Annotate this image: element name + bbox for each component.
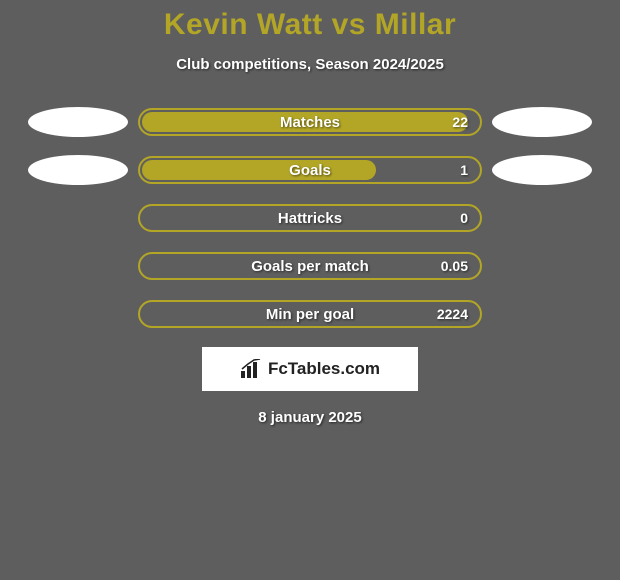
logo-content: FcTables.com xyxy=(240,359,380,379)
stat-row-min-per-goal: Min per goal 2224 xyxy=(0,299,620,329)
side-spacer xyxy=(28,251,128,281)
subtitle: Club competitions, Season 2024/2025 xyxy=(0,56,620,73)
bar-goals-per-match: Goals per match 0.05 xyxy=(138,252,482,280)
stat-row-goals-per-match: Goals per match 0.05 xyxy=(0,251,620,281)
bar-value: 0 xyxy=(460,206,468,230)
right-ellipse-2 xyxy=(492,155,592,185)
date-text: 8 january 2025 xyxy=(0,409,620,426)
bar-hattricks: Hattricks 0 xyxy=(138,204,482,232)
bar-label: Goals xyxy=(140,158,480,182)
logo-text: FcTables.com xyxy=(268,359,380,379)
bar-label: Goals per match xyxy=(140,254,480,278)
stat-row-hattricks: Hattricks 0 xyxy=(0,203,620,233)
side-spacer xyxy=(492,203,592,233)
stat-row-matches: Matches 22 xyxy=(0,107,620,137)
bar-label: Matches xyxy=(140,110,480,134)
comparison-card: Kevin Watt vs Millar Club competitions, … xyxy=(0,0,620,580)
bar-label: Min per goal xyxy=(140,302,480,326)
right-ellipse-1 xyxy=(492,107,592,137)
bar-value: 2224 xyxy=(437,302,468,326)
bar-goals: Goals 1 xyxy=(138,156,482,184)
left-ellipse-2 xyxy=(28,155,128,185)
logo-box: FcTables.com xyxy=(202,347,418,391)
side-spacer xyxy=(492,251,592,281)
bar-min-per-goal: Min per goal 2224 xyxy=(138,300,482,328)
stats-bars: Matches 22 Goals 1 Hattricks 0 xyxy=(0,107,620,329)
bar-value: 1 xyxy=(460,158,468,182)
page-title: Kevin Watt vs Millar xyxy=(0,8,620,42)
bar-value: 0.05 xyxy=(441,254,468,278)
bar-value: 22 xyxy=(452,110,468,134)
bar-label: Hattricks xyxy=(140,206,480,230)
side-spacer xyxy=(28,203,128,233)
stat-row-goals: Goals 1 xyxy=(0,155,620,185)
left-ellipse-1 xyxy=(28,107,128,137)
side-spacer xyxy=(492,299,592,329)
barchart-icon xyxy=(240,359,264,379)
bar-matches: Matches 22 xyxy=(138,108,482,136)
side-spacer xyxy=(28,299,128,329)
